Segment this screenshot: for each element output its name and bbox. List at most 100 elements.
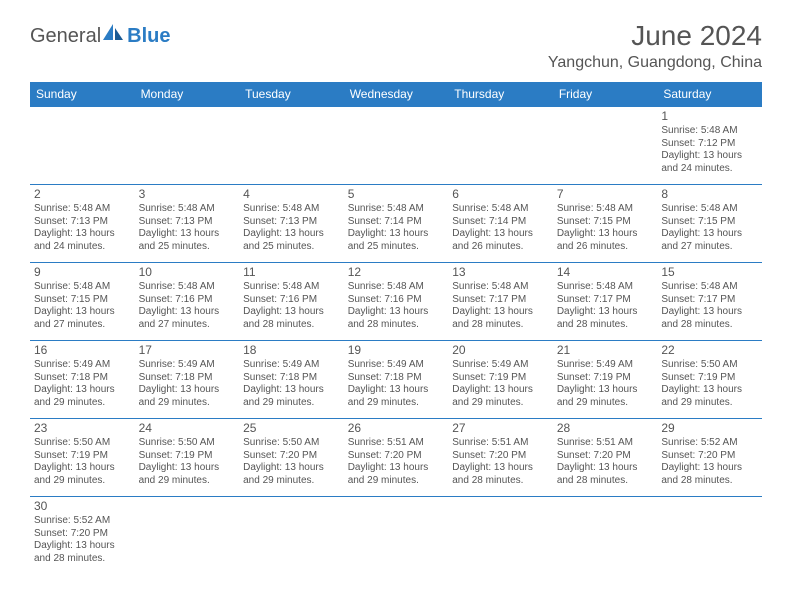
day-info-line: and 25 minutes.: [139, 241, 236, 254]
day-info-line: and 28 minutes.: [348, 319, 445, 332]
day-info-line: Sunrise: 5:48 AM: [139, 203, 236, 216]
calendar-day-cell: [448, 497, 553, 575]
day-number: 24: [139, 421, 236, 436]
weekday-header: Thursday: [448, 82, 553, 107]
day-number: 3: [139, 187, 236, 202]
day-info-line: Sunset: 7:18 PM: [34, 372, 131, 385]
calendar-day-cell: 4Sunrise: 5:48 AMSunset: 7:13 PMDaylight…: [239, 185, 344, 263]
day-info-line: Sunset: 7:19 PM: [34, 450, 131, 463]
calendar-week-row: 9Sunrise: 5:48 AMSunset: 7:15 PMDaylight…: [30, 263, 762, 341]
weekday-header: Sunday: [30, 82, 135, 107]
calendar-day-cell: 12Sunrise: 5:48 AMSunset: 7:16 PMDayligh…: [344, 263, 449, 341]
day-info-line: Sunset: 7:16 PM: [139, 294, 236, 307]
title-block: June 2024 Yangchun, Guangdong, China: [548, 20, 762, 72]
day-info-line: Daylight: 13 hours: [557, 306, 654, 319]
day-info-line: Sunset: 7:19 PM: [452, 372, 549, 385]
day-info-line: Sunset: 7:19 PM: [557, 372, 654, 385]
day-info-line: Sunrise: 5:49 AM: [243, 359, 340, 372]
day-info-line: Daylight: 13 hours: [452, 462, 549, 475]
day-info-line: Sunrise: 5:48 AM: [34, 281, 131, 294]
day-info-line: Daylight: 13 hours: [34, 306, 131, 319]
day-info-line: Daylight: 13 hours: [34, 540, 131, 553]
day-info-line: Sunrise: 5:51 AM: [452, 437, 549, 450]
day-number: 22: [661, 343, 758, 358]
day-info-line: Sunrise: 5:48 AM: [452, 203, 549, 216]
calendar-day-cell: [657, 497, 762, 575]
day-info-line: and 29 minutes.: [139, 475, 236, 488]
day-number: 6: [452, 187, 549, 202]
calendar-day-cell: [448, 107, 553, 185]
calendar-day-cell: 1Sunrise: 5:48 AMSunset: 7:12 PMDaylight…: [657, 107, 762, 185]
day-info-line: Daylight: 13 hours: [557, 228, 654, 241]
day-info-line: Daylight: 13 hours: [243, 306, 340, 319]
brand-part1: General: [30, 25, 101, 48]
day-info-line: and 29 minutes.: [348, 475, 445, 488]
day-info-line: Sunrise: 5:48 AM: [661, 125, 758, 138]
weekday-header: Monday: [135, 82, 240, 107]
day-info-line: and 24 minutes.: [661, 163, 758, 176]
brand-part2: Blue: [127, 25, 170, 48]
day-info-line: Sunset: 7:17 PM: [452, 294, 549, 307]
calendar-day-cell: [553, 497, 658, 575]
day-info-line: and 26 minutes.: [557, 241, 654, 254]
weekday-header: Tuesday: [239, 82, 344, 107]
day-number: 25: [243, 421, 340, 436]
day-number: 4: [243, 187, 340, 202]
day-info-line: Daylight: 13 hours: [661, 306, 758, 319]
day-info-line: Sunset: 7:14 PM: [452, 216, 549, 229]
day-info-line: Sunset: 7:17 PM: [557, 294, 654, 307]
day-number: 1: [661, 109, 758, 124]
day-info-line: Sunset: 7:19 PM: [661, 372, 758, 385]
day-info-line: Sunrise: 5:48 AM: [139, 281, 236, 294]
day-info-line: Sunset: 7:12 PM: [661, 138, 758, 151]
day-info-line: Daylight: 13 hours: [661, 462, 758, 475]
day-info-line: and 28 minutes.: [243, 319, 340, 332]
day-info-line: Sunset: 7:13 PM: [243, 216, 340, 229]
calendar-day-cell: [239, 107, 344, 185]
day-info-line: and 29 minutes.: [139, 397, 236, 410]
day-number: 26: [348, 421, 445, 436]
day-info-line: Sunrise: 5:50 AM: [139, 437, 236, 450]
weekday-header: Wednesday: [344, 82, 449, 107]
day-info-line: Sunset: 7:15 PM: [661, 216, 758, 229]
day-number: 29: [661, 421, 758, 436]
day-info-line: Sunrise: 5:49 AM: [557, 359, 654, 372]
brand-logo: General Blue: [30, 24, 171, 48]
day-info-line: Daylight: 13 hours: [348, 384, 445, 397]
day-info-line: Sunset: 7:20 PM: [243, 450, 340, 463]
day-info-line: Daylight: 13 hours: [139, 384, 236, 397]
calendar-day-cell: 10Sunrise: 5:48 AMSunset: 7:16 PMDayligh…: [135, 263, 240, 341]
day-info-line: Sunset: 7:16 PM: [243, 294, 340, 307]
day-info-line: Sunset: 7:20 PM: [34, 528, 131, 541]
day-info-line: Daylight: 13 hours: [348, 462, 445, 475]
day-info-line: Daylight: 13 hours: [557, 462, 654, 475]
day-info-line: Sunset: 7:20 PM: [452, 450, 549, 463]
day-info-line: Sunrise: 5:48 AM: [452, 281, 549, 294]
day-number: 10: [139, 265, 236, 280]
day-info-line: and 25 minutes.: [348, 241, 445, 254]
day-info-line: and 29 minutes.: [557, 397, 654, 410]
day-info-line: and 29 minutes.: [348, 397, 445, 410]
day-number: 12: [348, 265, 445, 280]
calendar-week-row: 23Sunrise: 5:50 AMSunset: 7:19 PMDayligh…: [30, 419, 762, 497]
day-info-line: Daylight: 13 hours: [452, 306, 549, 319]
calendar-day-cell: 17Sunrise: 5:49 AMSunset: 7:18 PMDayligh…: [135, 341, 240, 419]
weekday-header-row: Sunday Monday Tuesday Wednesday Thursday…: [30, 82, 762, 107]
day-info-line: and 27 minutes.: [661, 241, 758, 254]
day-info-line: Sunset: 7:19 PM: [139, 450, 236, 463]
day-number: 17: [139, 343, 236, 358]
day-number: 2: [34, 187, 131, 202]
day-info-line: Sunset: 7:20 PM: [661, 450, 758, 463]
weekday-header: Friday: [553, 82, 658, 107]
day-info-line: Sunrise: 5:48 AM: [557, 203, 654, 216]
calendar-week-row: 30Sunrise: 5:52 AMSunset: 7:20 PMDayligh…: [30, 497, 762, 575]
calendar-day-cell: 25Sunrise: 5:50 AMSunset: 7:20 PMDayligh…: [239, 419, 344, 497]
calendar-day-cell: [135, 107, 240, 185]
day-info-line: Daylight: 13 hours: [452, 228, 549, 241]
day-info-line: Sunrise: 5:48 AM: [661, 281, 758, 294]
calendar-day-cell: 23Sunrise: 5:50 AMSunset: 7:19 PMDayligh…: [30, 419, 135, 497]
day-info-line: Sunset: 7:20 PM: [557, 450, 654, 463]
month-title: June 2024: [548, 20, 762, 52]
day-info-line: and 29 minutes.: [34, 475, 131, 488]
calendar-day-cell: 28Sunrise: 5:51 AMSunset: 7:20 PMDayligh…: [553, 419, 658, 497]
